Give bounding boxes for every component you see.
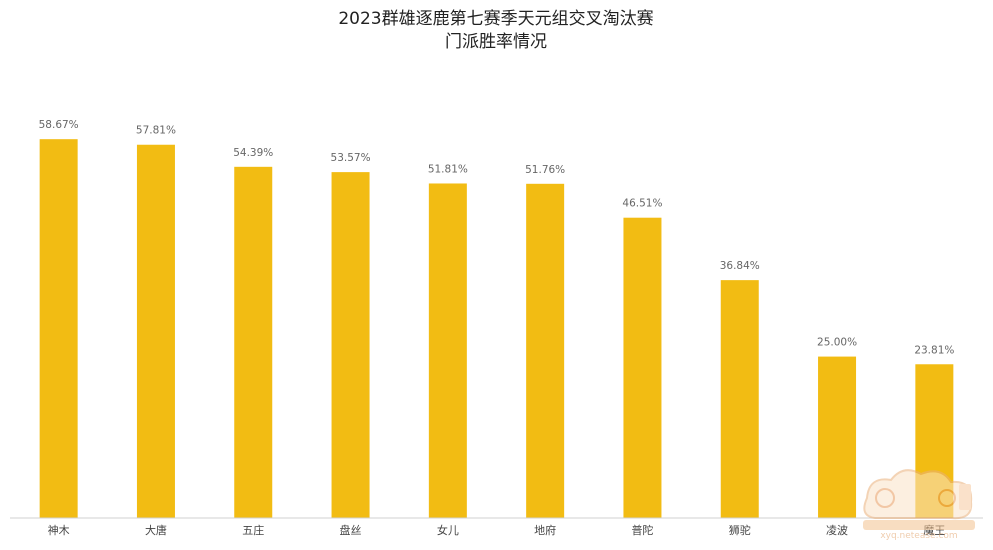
x-tick-label-0: 神木 xyxy=(48,523,70,537)
value-label-4: 51.81% xyxy=(428,163,468,175)
bars-group xyxy=(39,139,954,518)
chart-title-line-2: 门派胜率情况 xyxy=(445,32,547,52)
logo-swirl-left xyxy=(875,488,895,508)
bar-5 xyxy=(526,183,565,518)
value-label-5: 51.76% xyxy=(525,164,565,176)
logo-swirl-right xyxy=(938,489,956,507)
value-label-8: 25.00% xyxy=(817,337,857,349)
bar-2 xyxy=(234,166,273,518)
x-tick-label-8: 凌波 xyxy=(826,523,848,537)
logo-banner xyxy=(863,520,975,530)
game-logo-watermark: xyq.netease.com xyxy=(863,469,975,540)
x-tick-label-3: 盘丝 xyxy=(340,523,362,537)
watermark-url: xyq.netease.com xyxy=(880,531,957,540)
x-tick-label-4: 女儿 xyxy=(437,523,459,537)
value-label-1: 57.81% xyxy=(136,125,176,137)
x-tick-label-7: 狮驼 xyxy=(729,523,751,537)
value-label-3: 53.57% xyxy=(331,152,371,164)
tick-labels-group: 神木 大唐 五庄 盘丝 女儿 地府 普陀 狮驼 凌波 魔王 xyxy=(48,523,946,537)
logo-badge xyxy=(959,484,971,510)
bar-7 xyxy=(720,280,759,518)
bar-8 xyxy=(818,356,857,518)
value-labels-group: 58.67% 57.81% 54.39% 53.57% 51.81% 51.76% 46.5… xyxy=(39,119,955,356)
bar-3 xyxy=(331,172,370,518)
x-tick-label-5: 地府 xyxy=(534,523,556,537)
x-tick-label-1: 大唐 xyxy=(145,523,167,537)
chart-title-line-1: 2023群雄逐鹿第七赛季天元组交叉淘汰赛 xyxy=(338,8,653,29)
bar-1 xyxy=(136,144,175,518)
value-label-2: 54.39% xyxy=(233,147,273,159)
bar-4 xyxy=(428,183,467,518)
x-tick-label-6: 普陀 xyxy=(631,523,653,537)
value-label-9: 23.81% xyxy=(914,344,954,356)
value-label-7: 36.84% xyxy=(720,260,760,272)
value-label-6: 46.51% xyxy=(622,198,662,210)
bar-0 xyxy=(39,139,78,518)
value-label-0: 58.67% xyxy=(39,119,79,131)
x-tick-label-2: 五庄 xyxy=(242,523,264,537)
bar-6 xyxy=(623,217,662,518)
